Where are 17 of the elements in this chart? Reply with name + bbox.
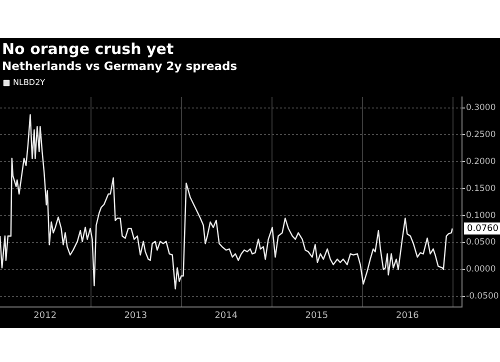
- x-tick-label: 2013: [124, 310, 148, 321]
- x-tick-label: 2012: [34, 310, 57, 321]
- x-tick-label: 2014: [214, 310, 238, 321]
- y-tick-label: 0.2000: [466, 156, 496, 167]
- y-tick-label: -0.0500: [466, 292, 499, 302]
- chart-title: No orange crush yet: [2, 40, 174, 58]
- y-tick-label: 0.2500: [466, 130, 496, 140]
- x-tick-label: 2016: [396, 310, 420, 321]
- x-tick-label: 2015: [305, 310, 328, 321]
- legend-label: NLBD2Y: [13, 78, 46, 88]
- y-tick-label: 0.1500: [466, 184, 496, 194]
- chart-subtitle: Netherlands vs Germany 2y spreads: [2, 59, 238, 73]
- y-tick-label: 0.1000: [466, 210, 496, 221]
- y-tick-label: 0.0500: [466, 238, 496, 248]
- annotation: 0.0760: [467, 224, 499, 234]
- y-tick-label: 0.0000: [466, 264, 496, 275]
- y-tick-label: 0.3000: [466, 102, 496, 113]
